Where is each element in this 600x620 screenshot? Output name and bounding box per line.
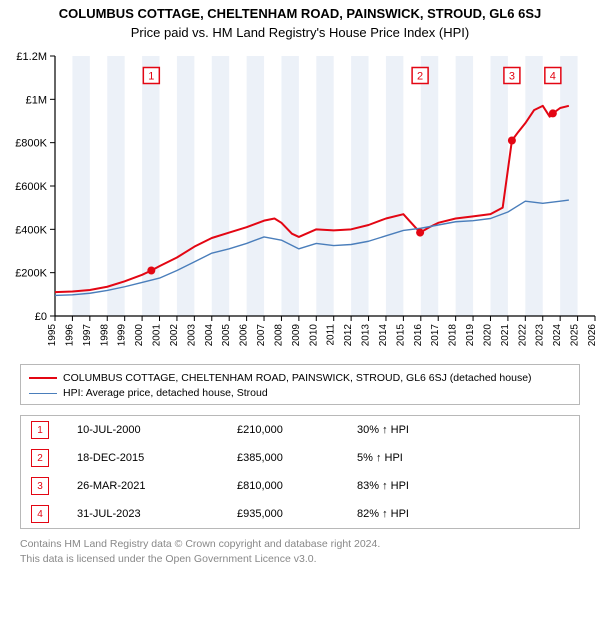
x-tick-label: 1999: [117, 324, 128, 347]
line-chart-svg: £0 £200K £400K £600K £800K £1M £1.2M 1995 1996 19…: [0, 46, 600, 356]
sale-dot: [549, 109, 557, 117]
chart-area: £0 £200K £400K £600K £800K £1M £1.2M 1995 1996 19…: [0, 46, 600, 356]
attribution-line: This data is licensed under the Open Gov…: [20, 552, 580, 566]
x-tick-label: 2016: [413, 324, 424, 347]
x-tick-label: 2024: [552, 324, 563, 347]
legend-swatch: [29, 393, 57, 394]
legend-row: COLUMBUS COTTAGE, CHELTENHAM ROAD, PAINS…: [29, 371, 571, 386]
legend-label: COLUMBUS COTTAGE, CHELTENHAM ROAD, PAINS…: [63, 371, 532, 386]
x-tick-label: 2001: [152, 324, 163, 347]
x-tick-label: 2009: [291, 324, 302, 347]
legend-row: HPI: Average price, detached house, Stro…: [29, 386, 571, 401]
y-tick-label: £1.2M: [16, 51, 47, 63]
sales-price: £810,000: [237, 480, 357, 492]
x-tick-label: 2020: [482, 324, 493, 347]
x-tick-label: 1998: [99, 324, 110, 347]
sales-date: 18-DEC-2015: [77, 452, 237, 464]
y-tick-label: £1M: [26, 94, 47, 106]
x-tick-label: 2022: [517, 324, 528, 347]
sales-row: 4 31-JUL-2023£935,00082% ↑ HPI: [21, 500, 579, 528]
x-tick-label: 2000: [134, 324, 145, 347]
y-tick-label: £800K: [15, 138, 47, 150]
sales-marker: 3: [31, 477, 49, 495]
x-tick-label: 2002: [169, 324, 180, 347]
y-tick-label: £600K: [15, 181, 47, 193]
sales-row: 3 26-MAR-2021£810,00083% ↑ HPI: [21, 472, 579, 500]
y-tick-label: £400K: [15, 224, 47, 236]
sale-marker-number: 2: [417, 70, 423, 82]
x-tick-label: 2010: [308, 324, 319, 347]
sales-diff: 30% ↑ HPI: [357, 424, 467, 436]
x-tick-label: 2021: [500, 324, 511, 347]
sale-dot: [508, 137, 516, 145]
x-tick-label: 2026: [587, 324, 598, 347]
sale-marker-number: 3: [509, 70, 515, 82]
x-tick-label: 2018: [448, 324, 459, 347]
x-tick-label: 2017: [430, 324, 441, 347]
legend-swatch: [29, 377, 57, 379]
x-tick-label: 2003: [186, 324, 197, 347]
x-tick-label: 2004: [204, 324, 215, 347]
x-tick-label: 1995: [47, 324, 58, 347]
x-tick-label: 2007: [256, 324, 267, 347]
sales-marker: 4: [31, 505, 49, 523]
sales-diff: 82% ↑ HPI: [357, 508, 467, 520]
sales-marker: 2: [31, 449, 49, 467]
sales-price: £935,000: [237, 508, 357, 520]
sales-row: 2 18-DEC-2015£385,0005% ↑ HPI: [21, 444, 579, 472]
x-tick-label: 2014: [378, 324, 389, 347]
x-tick-label: 2012: [343, 324, 354, 347]
x-tick-label: 1997: [82, 324, 93, 347]
x-tick-label: 1996: [64, 324, 75, 347]
y-tick-label: £200K: [15, 268, 47, 280]
attribution: Contains HM Land Registry data © Crown c…: [20, 537, 580, 565]
sale-marker-number: 1: [148, 70, 154, 82]
x-tick-label: 2015: [395, 324, 406, 347]
sales-date: 10-JUL-2000: [77, 424, 237, 436]
x-tick-label: 2011: [326, 324, 337, 346]
x-tick-label: 2013: [361, 324, 372, 347]
sales-diff: 5% ↑ HPI: [357, 452, 467, 464]
legend-label: HPI: Average price, detached house, Stro…: [63, 386, 268, 401]
x-tick-label: 2025: [570, 324, 581, 347]
x-tick-label: 2005: [221, 324, 232, 347]
sales-date: 31-JUL-2023: [77, 508, 237, 520]
sales-row: 1 10-JUL-2000£210,00030% ↑ HPI: [21, 416, 579, 444]
sales-marker: 1: [31, 421, 49, 439]
sale-dot: [416, 229, 424, 237]
sales-date: 26-MAR-2021: [77, 480, 237, 492]
sale-dot: [147, 267, 155, 275]
x-tick-label: 2023: [535, 324, 546, 347]
y-tick-label: £0: [35, 311, 47, 323]
sales-price: £210,000: [237, 424, 357, 436]
sales-price: £385,000: [237, 452, 357, 464]
legend: COLUMBUS COTTAGE, CHELTENHAM ROAD, PAINS…: [20, 364, 580, 405]
chart-title-main: COLUMBUS COTTAGE, CHELTENHAM ROAD, PAINS…: [0, 6, 600, 21]
sales-table: 1 10-JUL-2000£210,00030% ↑ HPI 2 18-DEC-201…: [20, 415, 580, 529]
sale-marker-number: 4: [550, 70, 556, 82]
x-tick-label: 2019: [465, 324, 476, 347]
attribution-line: Contains HM Land Registry data © Crown c…: [20, 537, 580, 551]
chart-title-sub: Price paid vs. HM Land Registry's House …: [0, 25, 600, 40]
x-tick-label: 2008: [273, 324, 284, 347]
sales-diff: 83% ↑ HPI: [357, 480, 467, 492]
x-tick-label: 2006: [239, 324, 250, 347]
